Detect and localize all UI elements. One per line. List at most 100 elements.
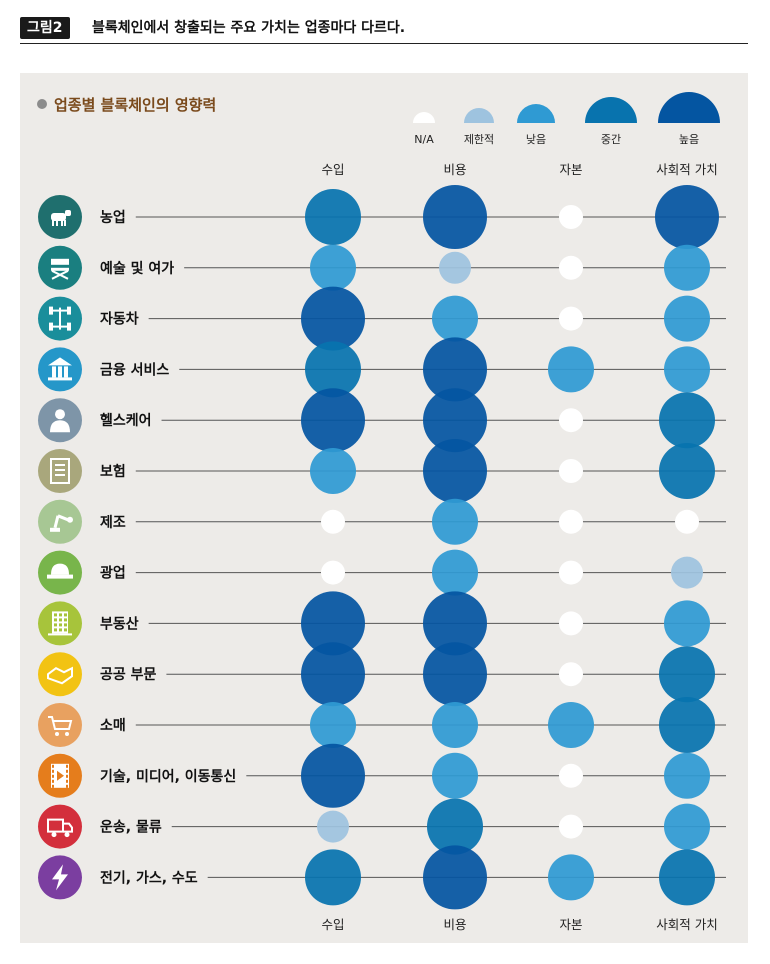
row-label: 공공 부문 xyxy=(100,667,157,683)
bubble xyxy=(664,346,710,393)
bubble xyxy=(301,388,365,453)
director-chair-icon xyxy=(38,245,82,290)
bubble xyxy=(305,341,361,398)
bubble xyxy=(439,251,471,284)
table-row: 부동산 xyxy=(38,591,726,656)
column-header-top: 사회적 가치 xyxy=(656,162,717,177)
bubble xyxy=(423,337,487,402)
bubble xyxy=(423,591,487,656)
legend-item: N/A xyxy=(413,112,435,146)
row-label: 금융 서비스 xyxy=(100,362,169,378)
column-header-top: 비용 xyxy=(443,162,466,177)
table-row: 운송, 물류 xyxy=(38,798,726,855)
row-label: 제조 xyxy=(100,515,126,531)
bubble xyxy=(559,459,583,483)
legend-swatch xyxy=(413,112,435,123)
document-icon xyxy=(38,449,82,493)
bubble xyxy=(301,591,365,656)
bubble xyxy=(559,662,583,687)
legend-swatch xyxy=(658,92,720,123)
chart-title: 업종별 블록체인의 영향력 xyxy=(54,96,216,114)
legend-item: 제한적 xyxy=(464,108,494,146)
bubble xyxy=(675,509,699,534)
table-row: 농업 xyxy=(38,185,726,249)
bank-icon xyxy=(38,347,82,392)
bubble xyxy=(671,556,703,589)
row-label: 헬스케어 xyxy=(100,412,152,429)
title-bullet-icon xyxy=(37,99,47,109)
legend-item: 낮음 xyxy=(517,104,555,146)
lightning-icon xyxy=(38,855,82,900)
table-row: 보험 xyxy=(38,439,726,503)
table-row: 기술, 미디어, 이동통신 xyxy=(38,743,726,808)
bubble xyxy=(664,295,710,342)
legend-swatch xyxy=(585,97,637,123)
legend-item: 중간 xyxy=(585,97,637,146)
row-label: 부동산 xyxy=(100,615,139,632)
bubble xyxy=(559,306,583,331)
table-row: 금융 서비스 xyxy=(38,337,726,402)
legend-label: 제한적 xyxy=(464,133,494,146)
table-row: 공공 부문 xyxy=(38,642,726,707)
legend-label: 낮음 xyxy=(526,133,546,146)
cow-icon xyxy=(38,195,82,239)
bubble xyxy=(427,798,483,855)
bubble xyxy=(664,752,710,799)
bubble xyxy=(317,810,349,843)
table-row: 제조 xyxy=(38,498,726,545)
column-header-bottom: 비용 xyxy=(443,917,466,932)
bubble xyxy=(321,509,345,534)
row-label: 자동차 xyxy=(100,312,139,328)
bubble xyxy=(659,849,715,906)
bubble xyxy=(432,549,478,596)
bubble xyxy=(559,560,583,585)
row-label: 보험 xyxy=(100,463,126,480)
row-label: 운송, 물류 xyxy=(100,820,162,836)
table-row: 헬스케어 xyxy=(38,388,726,453)
row-label: 광업 xyxy=(100,565,126,582)
chart-panel: 업종별 블록체인의 영향력 N/A 제한적 낮음 중간 높음 수입 비용 자본 사회적 가치 수입 비… xyxy=(20,73,748,943)
figure-tag: 그림2 xyxy=(20,17,70,39)
bubble xyxy=(305,189,361,245)
doctor-icon xyxy=(38,398,82,443)
table-row: 자동차 xyxy=(38,286,726,351)
row-label: 농업 xyxy=(100,210,126,226)
legend-swatch xyxy=(464,108,494,123)
legend-label: 중간 xyxy=(601,133,621,146)
bubble xyxy=(310,244,356,291)
bubble xyxy=(664,803,710,850)
robot-arm-icon xyxy=(38,499,82,544)
bubble xyxy=(310,702,356,748)
bubble xyxy=(548,702,594,748)
car-chassis-icon xyxy=(38,296,82,341)
bubble xyxy=(559,611,583,636)
bubble xyxy=(548,346,594,393)
handshake-icon xyxy=(38,652,82,697)
row-label: 소매 xyxy=(100,718,126,734)
bubble xyxy=(659,392,715,449)
figure-title: 블록체인에서 창출되는 주요 가치는 업종마다 다르다. xyxy=(92,20,406,36)
bubble xyxy=(659,697,715,753)
bubble xyxy=(655,185,719,249)
shopping-cart-icon xyxy=(38,703,82,747)
column-header-top: 수입 xyxy=(321,162,344,177)
bubble xyxy=(659,646,715,703)
bubble xyxy=(301,743,365,808)
bubble xyxy=(548,854,594,901)
bubble xyxy=(559,814,583,839)
bubble xyxy=(559,255,583,280)
truck-icon xyxy=(38,804,82,849)
column-header-top: 자본 xyxy=(559,162,582,177)
bubble xyxy=(432,498,478,545)
hard-hat-icon xyxy=(38,550,82,595)
table-row: 소매 xyxy=(38,697,726,753)
bubble xyxy=(664,600,710,647)
bubble xyxy=(423,388,487,453)
legend-item: 높음 xyxy=(658,92,720,146)
table-row: 광업 xyxy=(38,549,726,596)
legend-swatch xyxy=(517,104,555,123)
bubble xyxy=(659,443,715,499)
bubble xyxy=(301,642,365,707)
bubble xyxy=(301,286,365,351)
